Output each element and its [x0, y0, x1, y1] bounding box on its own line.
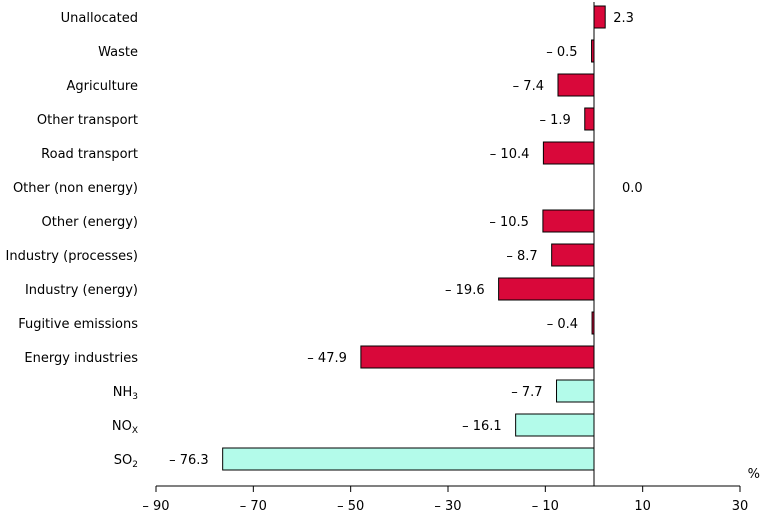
value-label-agriculture: – 7.4 — [513, 79, 544, 94]
bar-road-transport — [542, 141, 595, 165]
value-label-industry-energy: – 19.6 — [445, 283, 485, 298]
x-axis-unit: % — [748, 467, 760, 482]
bar-agriculture — [557, 73, 595, 97]
value-label-energy-industries: – 47.9 — [307, 351, 347, 366]
bar-other-transport — [584, 107, 595, 131]
bar-other-energy — [542, 209, 595, 233]
category-label-other-energy: Other (energy) — [42, 215, 138, 230]
category-label-other-transport: Other transport — [37, 113, 138, 128]
category-label-fugitive-emissions: Fugitive emissions — [18, 317, 138, 332]
value-label-nox: – 16.1 — [462, 419, 502, 434]
value-label-unallocated: 2.3 — [613, 11, 634, 26]
x-axis: % – 90 – 70 – 50 – 30 – 10 10 30 — [142, 2, 760, 514]
bar-industry-processes — [551, 243, 595, 267]
value-label-nh3: – 7.7 — [511, 385, 542, 400]
bar-so2 — [222, 447, 595, 471]
value-label-other-transport: – 1.9 — [539, 113, 570, 128]
bar-energy-industries — [360, 345, 595, 369]
category-label-unallocated: Unallocated — [61, 11, 138, 26]
category-label-industry-energy: Industry (energy) — [25, 283, 138, 298]
x-tick-label-4: – 10 — [532, 499, 559, 514]
value-label-other-energy: – 10.5 — [489, 215, 529, 230]
category-label-nh3: NH3 — [113, 385, 138, 402]
category-label-nox: NOX — [112, 419, 138, 436]
x-tick-label-3: – 30 — [434, 499, 461, 514]
x-tick-label-0: – 90 — [142, 499, 169, 514]
value-label-road-transport: – 10.4 — [490, 147, 530, 162]
x-tick-label-6: 30 — [732, 499, 749, 514]
bar-nh3 — [556, 379, 595, 403]
value-label-other-non-energy: 0.0 — [622, 181, 643, 196]
x-tick-label-1: – 70 — [240, 499, 267, 514]
bar-nox — [515, 413, 595, 437]
category-label-energy-industries: Energy industries — [24, 351, 138, 366]
category-label-so2: SO2 — [114, 453, 138, 470]
value-label-waste: – 0.5 — [546, 45, 577, 60]
value-label-so2: – 76.3 — [169, 453, 209, 468]
labels-layer: Unallocated 2.3 Waste – 0.5 Agriculture – 7.4… — [6, 11, 643, 470]
category-label-other-non-energy: Other (non energy) — [13, 181, 138, 196]
category-label-agriculture: Agriculture — [67, 79, 139, 94]
bar-industry-energy — [498, 277, 595, 301]
x-tick-label-2: – 50 — [337, 499, 364, 514]
value-label-industry-processes: – 8.7 — [506, 249, 537, 264]
value-label-fugitive-emissions: – 0.4 — [547, 317, 578, 332]
category-label-waste: Waste — [98, 45, 138, 60]
bar-unallocated — [593, 5, 606, 29]
category-label-industry-processes: Industry (processes) — [6, 249, 138, 264]
category-label-road-transport: Road transport — [41, 147, 138, 162]
bars-layer — [222, 5, 606, 471]
x-tick-label-5: 10 — [634, 499, 651, 514]
